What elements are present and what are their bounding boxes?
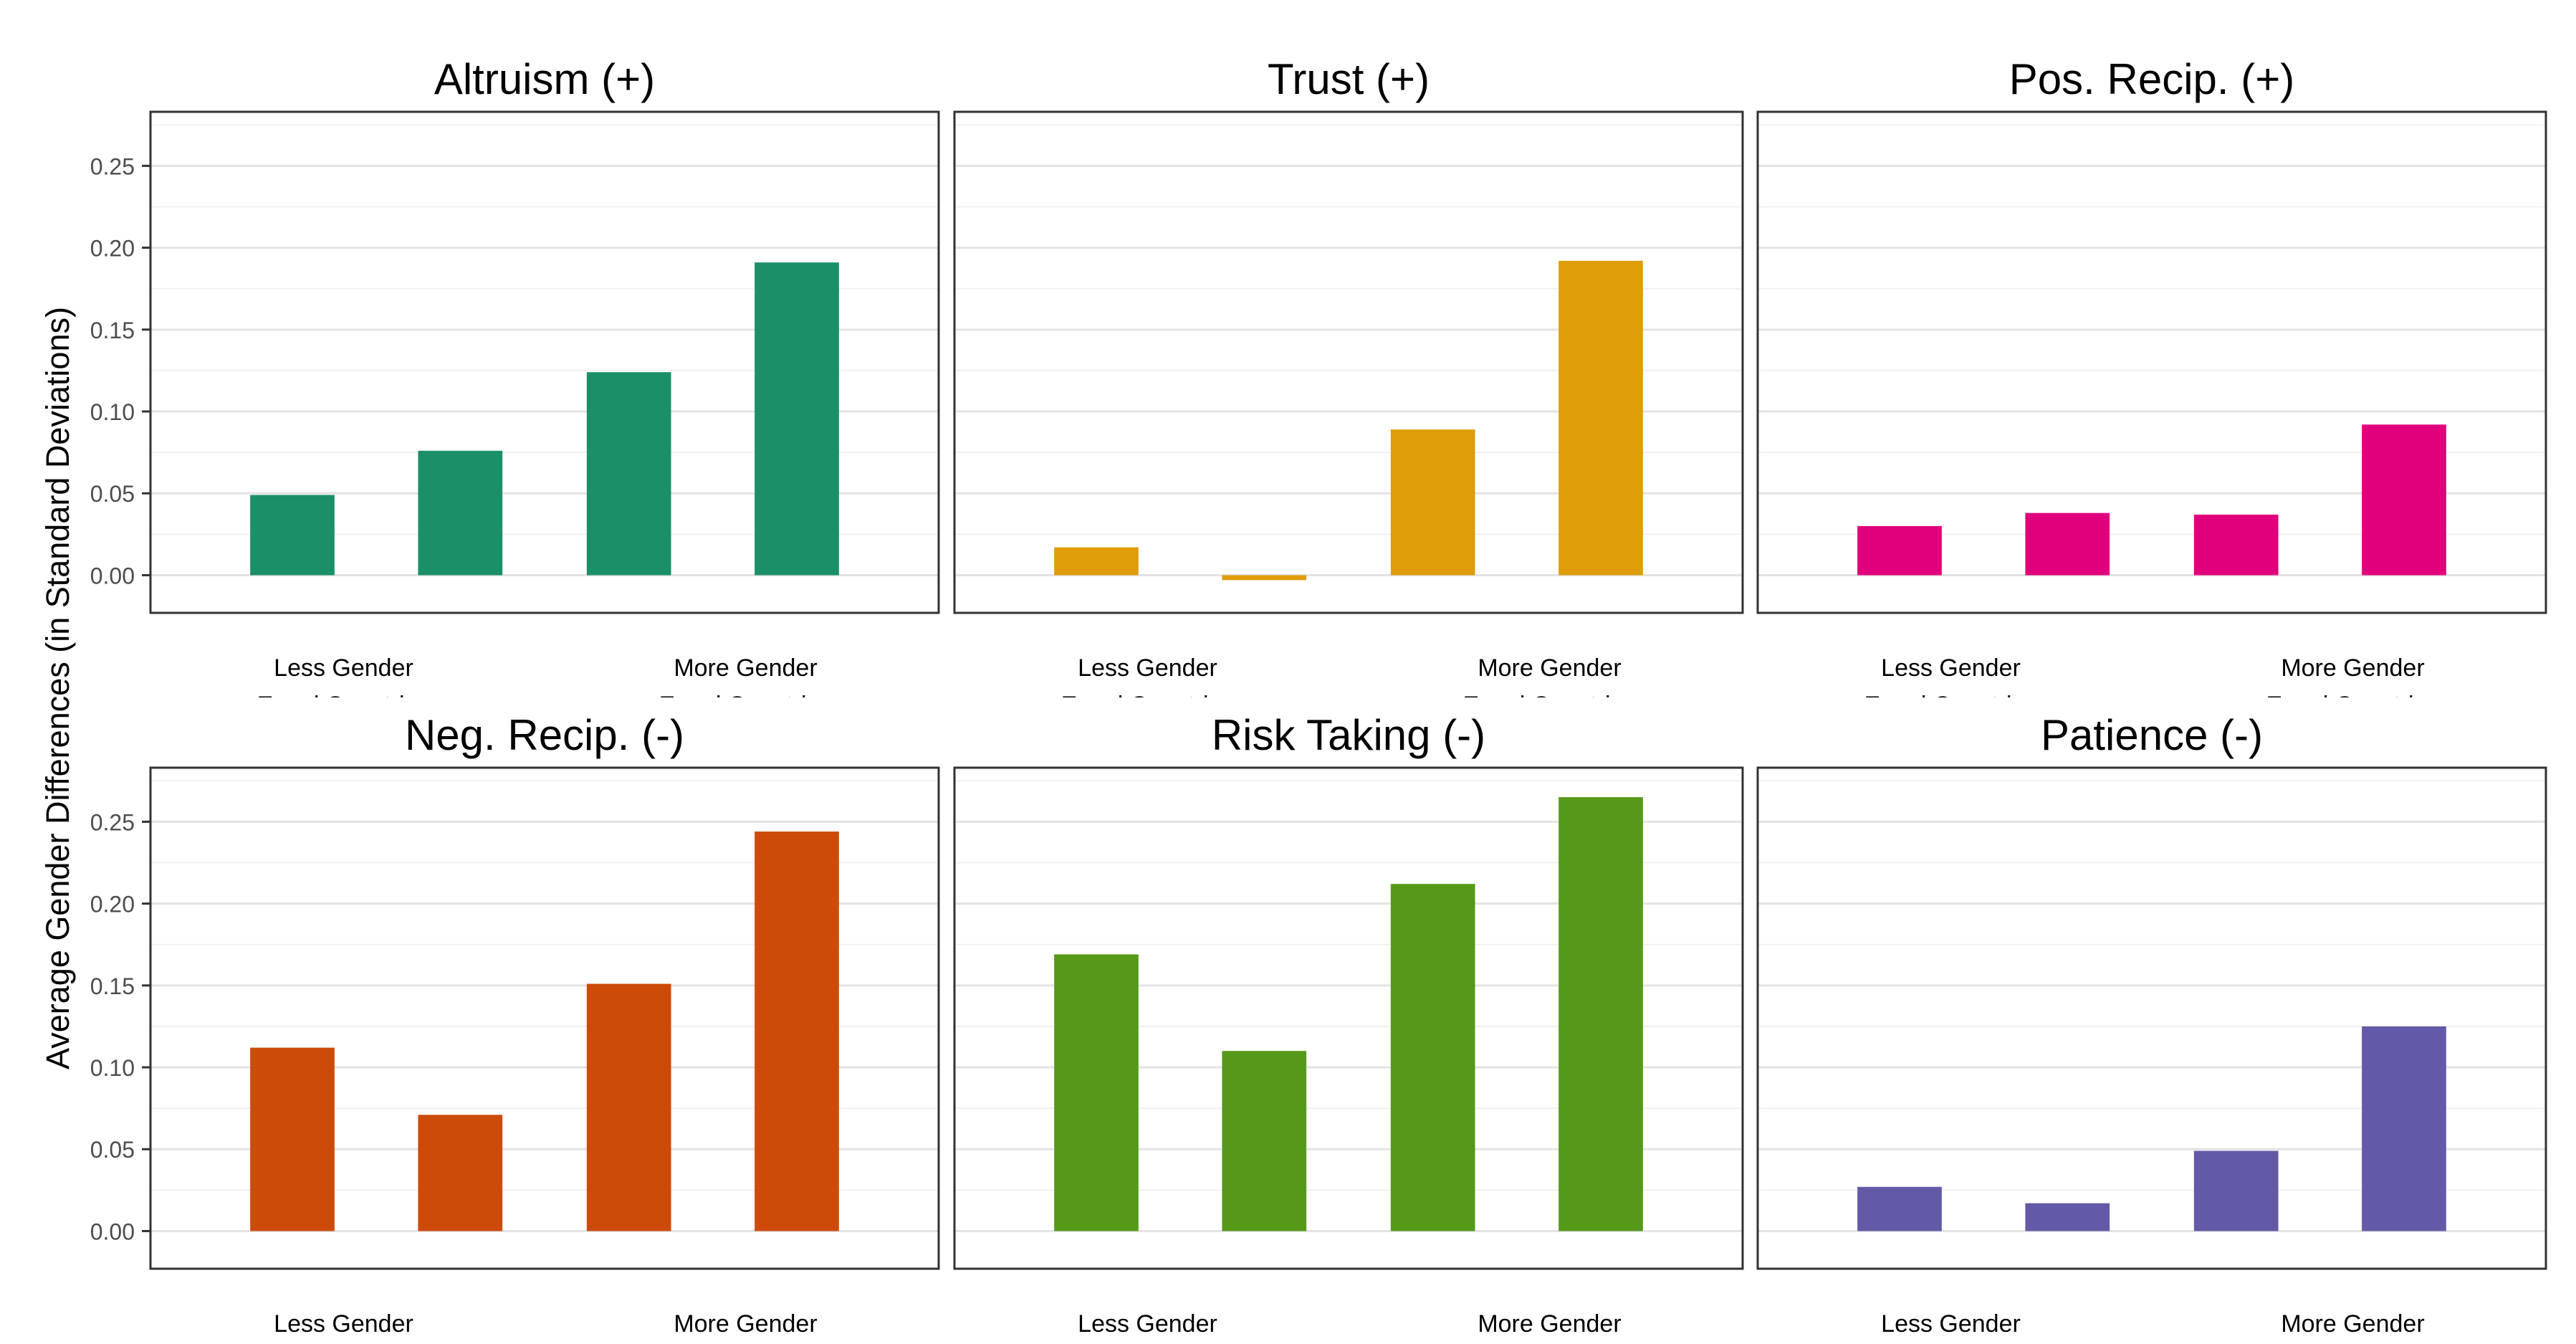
x-tick-label-line2: Equal Countries — [1864, 692, 2038, 719]
y-tick-label: 0.10 — [90, 399, 135, 425]
bar — [1390, 884, 1475, 1231]
x-tick-label-line1: Less Gender — [274, 654, 413, 682]
x-tick-label-line1: Less Gender — [1078, 1310, 1217, 1338]
bar — [418, 450, 503, 576]
panel-border — [1756, 110, 2547, 614]
bar — [2025, 1203, 2110, 1231]
panel-title: Neg. Recip. (-) — [405, 711, 684, 759]
panel-border — [953, 110, 1744, 614]
panel-border — [149, 766, 940, 1270]
y-tick-label: 0.25 — [90, 153, 135, 179]
x-tick-label-line1: More Gender — [674, 1310, 817, 1338]
x-tick-label-line1: More Gender — [2281, 1310, 2424, 1338]
panel: Risk Taking (-) Less GenderEqual Countrie… — [953, 711, 1744, 1338]
x-tick-label-line2: Equal Countries — [1061, 692, 1235, 719]
panel-title: Pos. Recip. (+) — [2009, 55, 2294, 103]
panel-title: Trust (+) — [1268, 55, 1430, 103]
bar — [586, 372, 671, 576]
y-tick-label: 0.20 — [90, 236, 135, 262]
y-tick-label: 0.05 — [90, 481, 135, 507]
y-tick-label: 0.15 — [90, 973, 135, 999]
y-tick-label: 0.00 — [90, 1219, 135, 1244]
panel-border — [149, 110, 940, 614]
panel-title: Risk Taking (-) — [1212, 711, 1485, 759]
x-tick-label-line2: Equal Countries — [1463, 692, 1637, 719]
bar — [1558, 260, 1643, 576]
y-axis-title: Average Gender Differences (in Standard … — [39, 307, 76, 1069]
panel: Altruism (+) 0.00 0.05 0.10 0.15 0.20 0.25 Less… — [90, 55, 940, 719]
bar — [1054, 954, 1139, 1231]
bar — [755, 831, 839, 1231]
x-tick-label-line2: Equal Countries — [2266, 692, 2440, 719]
x-tick-labels: Less GenderEqual CountriesMore GenderEqu… — [1881, 1310, 2425, 1338]
x-tick-label-line1: More Gender — [674, 654, 817, 682]
y-tick-label: 0.05 — [90, 1137, 135, 1163]
bar — [2025, 513, 2110, 576]
x-tick-labels: Less Gender Equal Countries More Gender Equ… — [1864, 654, 2440, 719]
x-tick-label-line1: More Gender — [2281, 654, 2424, 682]
bar — [1857, 525, 1942, 576]
x-tick-labels: Less GenderEqual CountriesMore GenderEqu… — [274, 1310, 818, 1338]
bar — [1558, 797, 1643, 1231]
y-tick-label: 0.00 — [90, 563, 135, 588]
bar — [250, 495, 335, 576]
panel-border — [1756, 766, 2547, 1270]
panels: Altruism (+) 0.00 0.05 0.10 0.15 0.20 0.25 Less… — [90, 55, 2547, 1338]
bar — [2362, 424, 2446, 576]
x-tick-label-line1: Less Gender — [274, 1310, 413, 1338]
x-tick-label-line1: More Gender — [1478, 654, 1621, 682]
x-tick-label-line1: More Gender — [1478, 1310, 1621, 1338]
bar — [2193, 514, 2279, 576]
x-tick-label-line1: Less Gender — [1881, 1310, 2021, 1338]
panel: Patience (-) Less GenderEqual CountriesMo… — [1756, 711, 2547, 1338]
panel-border — [953, 766, 1744, 1270]
bar — [1222, 1051, 1307, 1231]
x-tick-labels: Less Gender Equal Countries More Gender Equ… — [1061, 654, 1637, 719]
panel: Neg. Recip. (-) 0.00 0.05 0.10 0.15 0.20 0.25 L… — [90, 711, 940, 1338]
y-tick-label: 0.15 — [90, 318, 135, 343]
bar — [1857, 1186, 1942, 1231]
bar — [1222, 575, 1307, 581]
panel: Trust (+) Less Gender Equal Countries More … — [953, 55, 1744, 719]
x-tick-label-line1: Less Gender — [1881, 654, 2021, 682]
panel: Pos. Recip. (+) Less Gender Equal Countrie… — [1756, 55, 2547, 719]
bar — [755, 262, 839, 576]
bar — [250, 1047, 335, 1231]
bar — [2362, 1026, 2446, 1231]
y-tick-label: 0.25 — [90, 809, 135, 835]
bar — [2193, 1150, 2279, 1231]
bar — [418, 1115, 503, 1231]
bar — [1054, 547, 1139, 576]
panel-title: Altruism (+) — [434, 55, 655, 103]
x-tick-label-line2: Equal Countries — [257, 692, 431, 719]
y-tick-label: 0.10 — [90, 1055, 135, 1081]
x-tick-label-line1: Less Gender — [1078, 654, 1217, 682]
x-tick-label-line2: Equal Countries — [659, 692, 833, 719]
y-tick-label: 0.20 — [90, 892, 135, 918]
bar — [1390, 429, 1475, 576]
panel-title: Patience (-) — [2041, 711, 2263, 759]
x-tick-labels: Less GenderEqual CountriesMore GenderEqu… — [1078, 1310, 1622, 1338]
bar — [586, 983, 671, 1231]
x-tick-labels: Less Gender Equal Countries More Gender Equ… — [257, 654, 833, 719]
